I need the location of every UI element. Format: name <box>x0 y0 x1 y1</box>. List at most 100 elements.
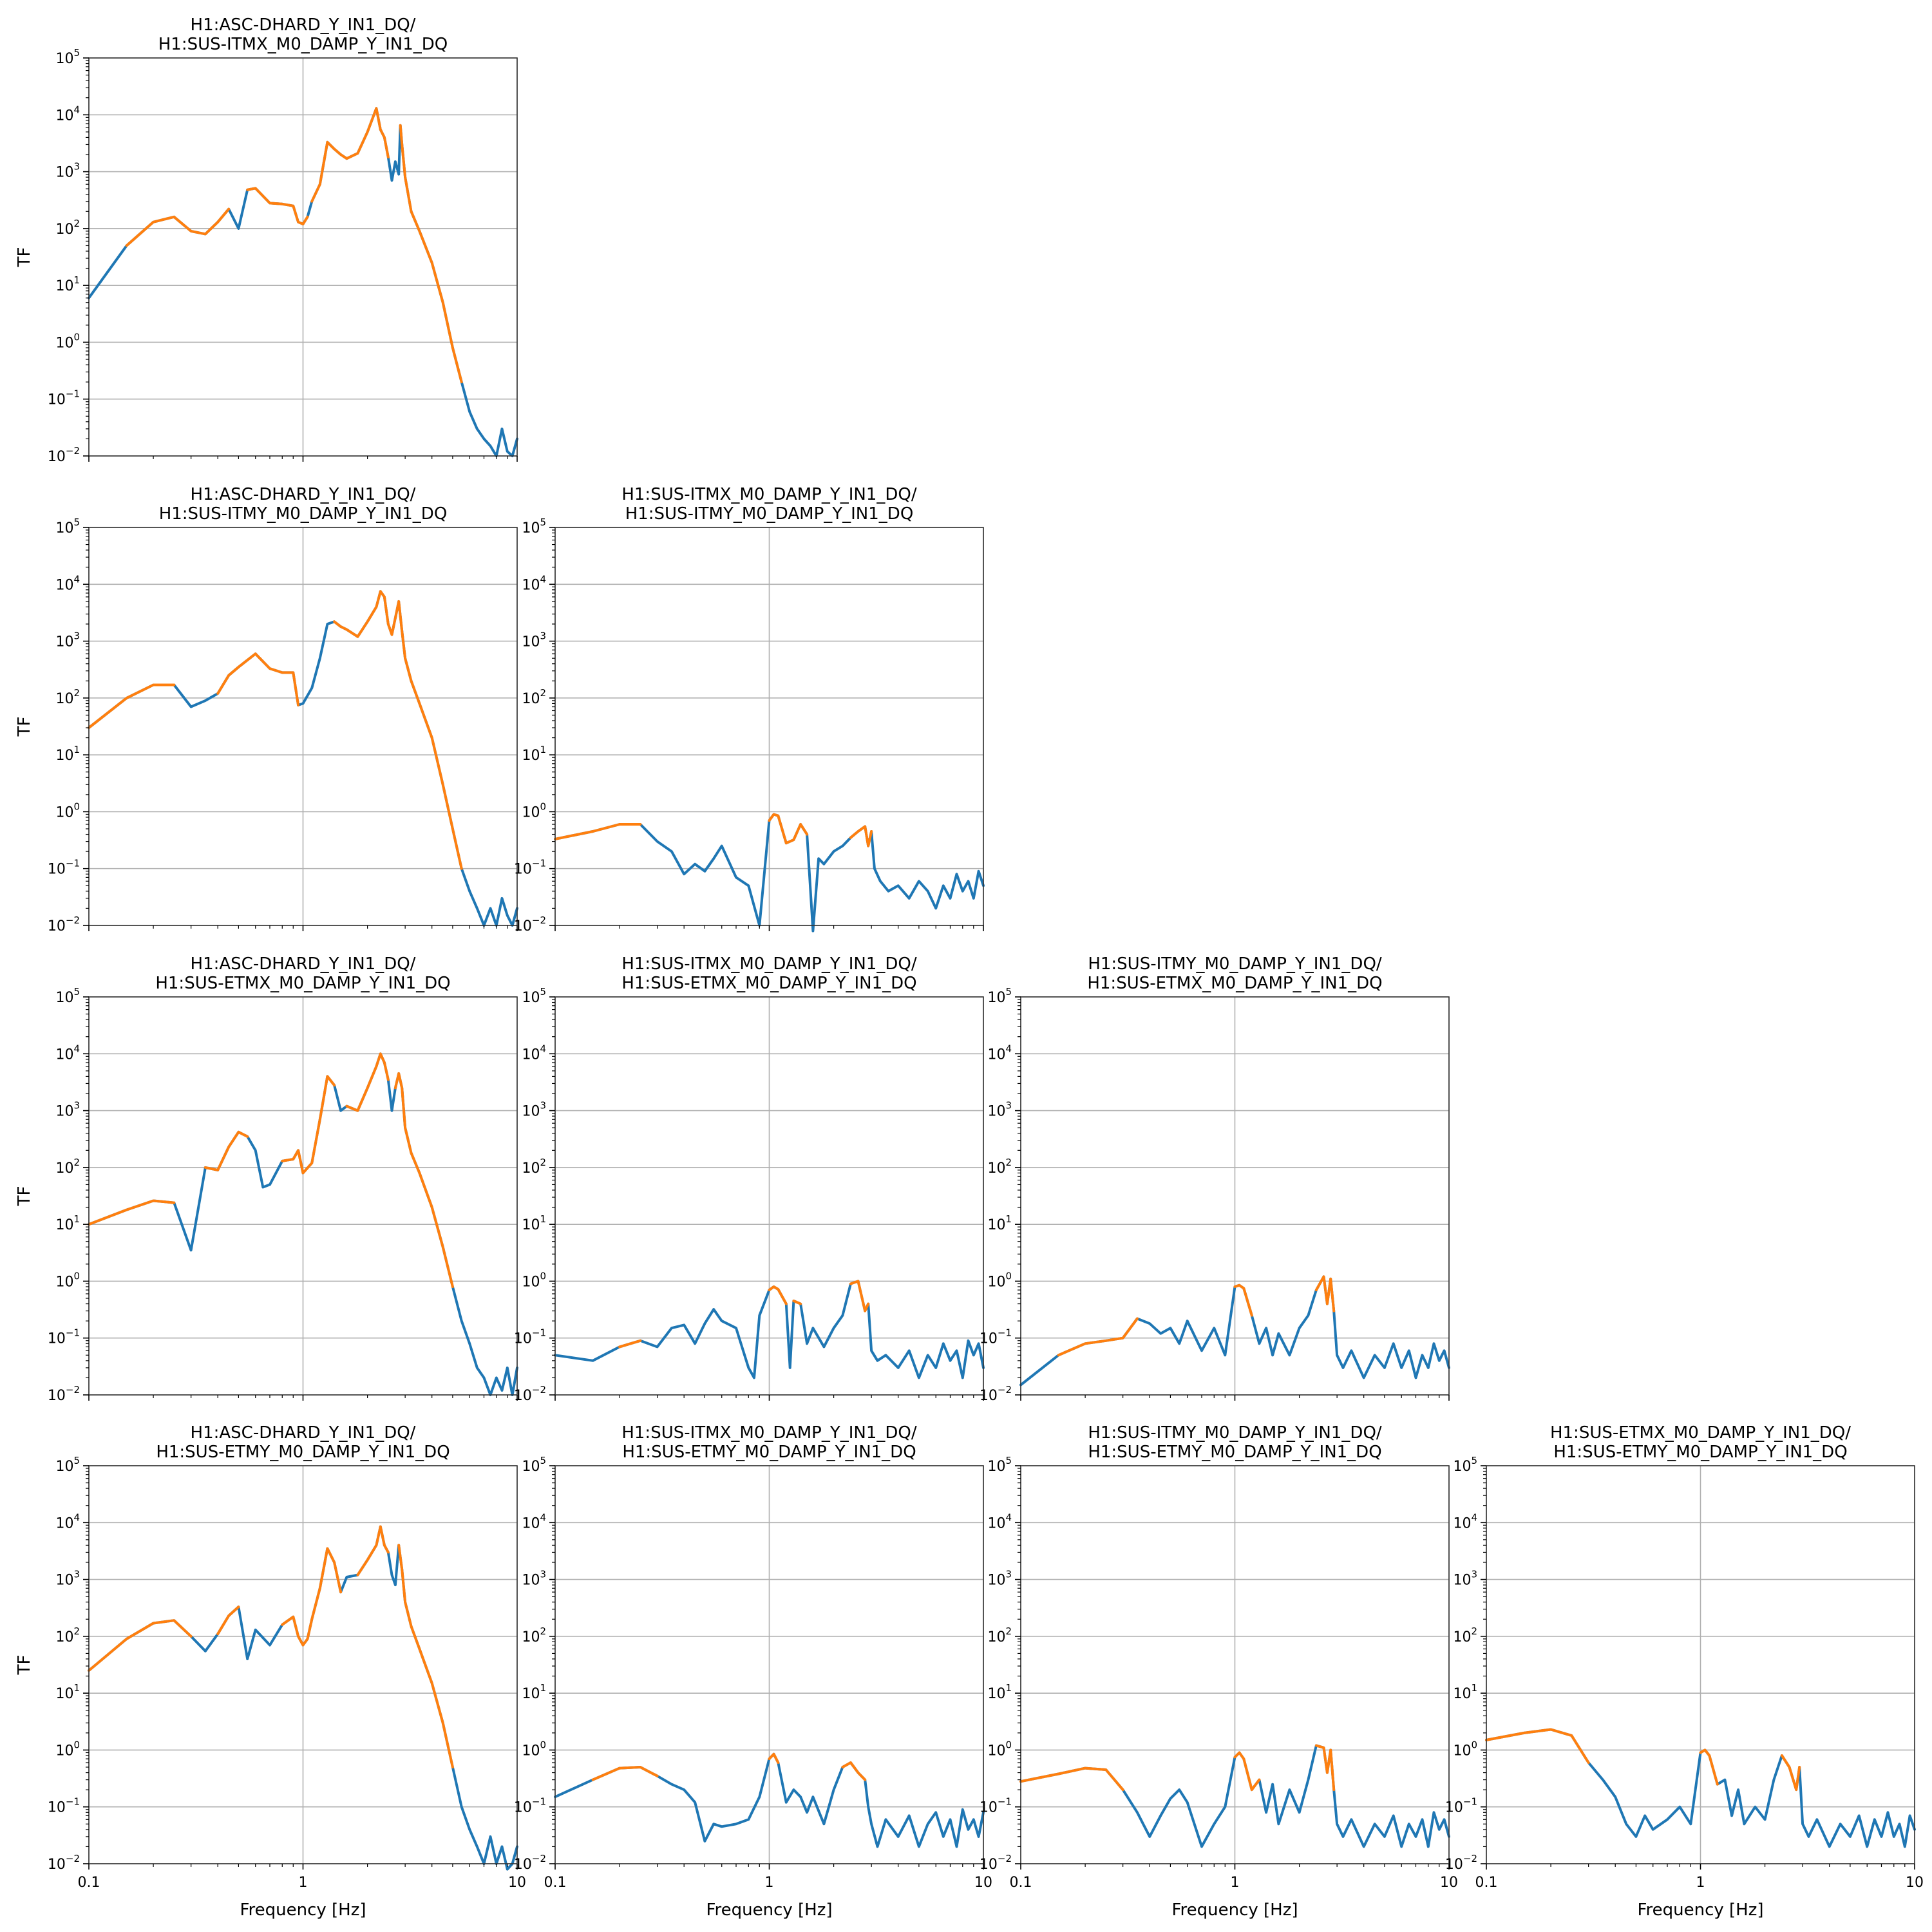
tf-coherent-segment <box>216 652 300 706</box>
tf-coherent-segment <box>1314 1744 1336 1792</box>
tf-coherent-segment <box>345 1052 390 1112</box>
y-tick-label: 10−2 <box>1445 1853 1477 1873</box>
tf-coherent-segment <box>849 1280 870 1312</box>
subplot-panel: 10−2 10−1 100 101 102 103 104 105 0.1 1 10 H1:ASC-D… <box>15 1423 526 1920</box>
subplot-title-line: H1:SUS-ITMX_M0_DAMP_Y_IN1_DQ <box>158 35 448 54</box>
tf-coherent-segment <box>792 1300 802 1305</box>
y-tick-label: 101 <box>55 744 80 764</box>
y-tick-label: 105 <box>55 516 80 536</box>
y-tick-label: 100 <box>1453 1739 1477 1759</box>
tf-coherent-segment <box>841 1761 867 1781</box>
subplot-title-line: H1:SUS-ETMY_M0_DAMP_Y_IN1_DQ <box>1553 1443 1847 1462</box>
y-tick-label: 104 <box>55 104 80 124</box>
y-tick-label: 100 <box>522 1739 546 1759</box>
y-axis-label: TF <box>15 247 34 268</box>
tf-coherent-segment <box>310 107 390 203</box>
tf-series-line <box>554 1752 985 1848</box>
y-tick-label: 101 <box>522 1682 546 1702</box>
y-tick-label: 10−2 <box>48 1853 80 1873</box>
subplot-title-line: H1:ASC-DHARD_Y_IN1_DQ/ <box>191 15 416 35</box>
y-tick-label: 102 <box>522 1157 546 1177</box>
y-tick-label: 101 <box>55 1213 80 1233</box>
tf-coherent-segment <box>393 1072 454 1288</box>
subplot-title-line: H1:SUS-ITMX_M0_DAMP_Y_IN1_DQ/ <box>621 485 917 504</box>
x-tick-label: 10 <box>1906 1875 1924 1891</box>
tf-series-line <box>1019 1275 1450 1387</box>
y-tick-label: 101 <box>55 274 80 294</box>
y-tick-label: 105 <box>55 1455 80 1475</box>
subplot-title-line: H1:SUS-ITMY_M0_DAMP_Y_IN1_DQ/ <box>1088 954 1382 974</box>
y-tick-label: 103 <box>522 630 546 650</box>
subplot-panel: 10−2 10−1 100 101 102 103 104 105 H1:ASC-DHARD_Y… <box>15 15 518 465</box>
tf-coherent-segment <box>399 124 463 384</box>
y-tick-label: 10−1 <box>514 858 546 878</box>
y-tick-label: 100 <box>55 800 80 820</box>
y-tick-label: 103 <box>987 1569 1012 1589</box>
y-tick-label: 104 <box>55 1043 80 1063</box>
x-tick-label: 1 <box>765 1875 774 1891</box>
subplot-title-line: H1:SUS-ETMX_M0_DAMP_Y_IN1_DQ <box>621 974 916 993</box>
y-tick-label: 10−2 <box>514 1384 546 1404</box>
y-tick-label: 105 <box>55 47 80 67</box>
tf-coherent-segment <box>554 823 642 840</box>
tf-series-line <box>554 813 985 933</box>
tf-coherent-segment <box>1485 1728 1590 1764</box>
tf-coherent-segment <box>333 590 463 870</box>
y-tick-label: 105 <box>522 1455 546 1475</box>
y-tick-label: 101 <box>987 1682 1012 1702</box>
subplot-title-line: H1:SUS-ITMX_M0_DAMP_Y_IN1_DQ/ <box>621 1423 917 1443</box>
tf-coherent-segment <box>356 1525 390 1577</box>
tf-coherent-segment <box>1780 1754 1801 1792</box>
tf-coherent-segment <box>397 1544 454 1768</box>
subplot-panel: 10−2 10−1 100 101 102 103 104 105 0.1 1 10 H1:SUS-E… <box>1445 1423 1924 1920</box>
y-tick-label: 10−1 <box>48 1796 80 1816</box>
y-axis-label: TF <box>15 717 34 737</box>
y-tick-label: 103 <box>522 1569 546 1589</box>
tf-coherent-segment <box>768 1285 788 1305</box>
x-tick-label: 0.1 <box>78 1875 100 1891</box>
y-tick-label: 10−1 <box>48 858 80 878</box>
y-tick-label: 104 <box>522 1043 546 1063</box>
subplot-panel: 10−2 10−1 100 101 102 103 104 105 H1:ASC-DHARD_Y… <box>15 954 518 1404</box>
subplot-title-line: H1:ASC-DHARD_Y_IN1_DQ/ <box>191 1423 416 1443</box>
y-tick-label: 105 <box>522 516 546 536</box>
y-tick-label: 103 <box>55 630 80 650</box>
y-tick-label: 104 <box>522 1511 546 1531</box>
subplot-panel: 10−2 10−1 100 101 102 103 104 105 H1:SUS-ITMX_M0… <box>514 485 985 934</box>
tf-coherent-segment <box>125 207 231 247</box>
y-tick-label: 104 <box>55 573 80 593</box>
tf-coherent-segment <box>849 825 873 848</box>
subplot-title-line: H1:SUS-ITMY_M0_DAMP_Y_IN1_DQ/ <box>1088 1423 1382 1443</box>
tf-series-line <box>1485 1728 1916 1848</box>
tf-coherent-segment <box>88 683 176 729</box>
y-tick-label: 104 <box>522 573 546 593</box>
tf-series-line <box>1019 1744 1450 1848</box>
y-tick-label: 105 <box>1453 1455 1477 1475</box>
y-tick-label: 101 <box>522 1213 546 1233</box>
y-tick-label: 103 <box>987 1100 1012 1120</box>
y-tick-label: 102 <box>522 1625 546 1645</box>
tf-series-line <box>554 1280 985 1379</box>
tf-coherent-segment <box>281 1075 336 1175</box>
x-axis-label: Frequency [Hz] <box>1637 1900 1763 1920</box>
y-tick-label: 103 <box>1453 1569 1477 1589</box>
tf-coherent-segment <box>1057 1317 1139 1357</box>
x-tick-label: 10 <box>974 1875 992 1891</box>
y-tick-label: 100 <box>55 1739 80 1759</box>
y-tick-label: 10−1 <box>514 1327 546 1347</box>
y-tick-label: 103 <box>55 161 80 181</box>
y-tick-label: 100 <box>55 331 80 351</box>
y-tick-label: 10−2 <box>980 1853 1012 1873</box>
y-tick-label: 10−1 <box>514 1796 546 1816</box>
subplot-title-line: H1:ASC-DHARD_Y_IN1_DQ/ <box>191 485 416 504</box>
subplot-title-line: H1:SUS-ETMY_M0_DAMP_Y_IN1_DQ <box>156 1443 450 1462</box>
y-tick-label: 102 <box>987 1625 1012 1645</box>
y-axis-label: TF <box>15 1655 34 1676</box>
tf-coherent-segment <box>1019 1766 1124 1792</box>
subplot-title-line: H1:SUS-ETMX_M0_DAMP_Y_IN1_DQ <box>1087 974 1382 993</box>
y-tick-label: 105 <box>987 986 1012 1006</box>
y-tick-label: 105 <box>987 1455 1012 1475</box>
y-tick-label: 10−1 <box>48 1327 80 1347</box>
tf-coherent-segment <box>88 1619 193 1672</box>
subplot-panel: 10−2 10−1 100 101 102 103 104 105 0.1 1 10 H1:SUS-I… <box>514 1423 992 1920</box>
